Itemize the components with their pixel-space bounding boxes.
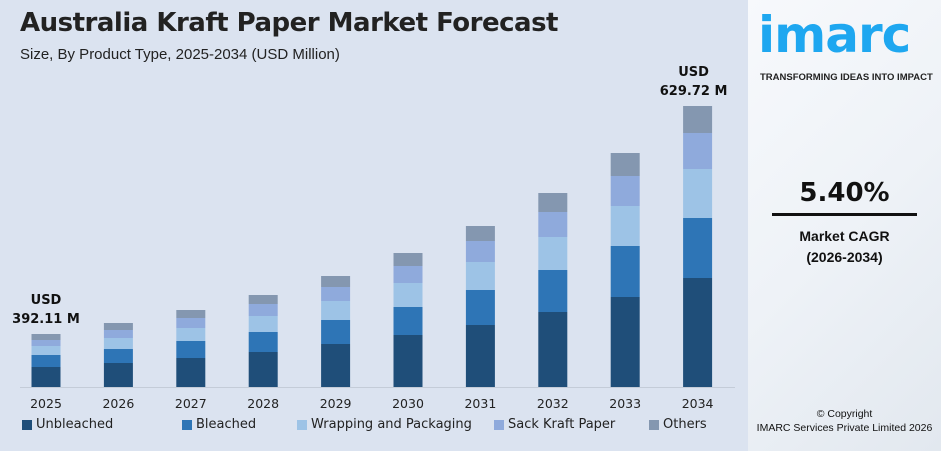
bar-segment-wrapping-and-packaging-2029 — [321, 301, 351, 320]
bar-segment-bleached-2027 — [176, 341, 206, 358]
cagr-value: 5.40% — [799, 178, 890, 208]
bar-segment-unbleached-2029 — [321, 344, 351, 387]
x-tick-label: 2028 — [247, 396, 279, 411]
copyright-text: © Copyright — [816, 408, 873, 420]
bar-segment-others-2028 — [248, 295, 278, 304]
bar-segment-wrapping-and-packaging-2026 — [103, 338, 133, 349]
x-tick-label: 2029 — [320, 396, 352, 411]
legend-item-bleached: Bleached — [182, 417, 297, 432]
legend-swatch — [494, 419, 504, 430]
legend-item-unbleached: Unbleached — [22, 417, 182, 432]
bar-segment-bleached-2025 — [31, 355, 61, 367]
bar-segment-sack-kraft-paper-2031 — [465, 241, 495, 262]
logo-tagline: TRANSFORMING IDEAS INTO IMPACT — [760, 72, 933, 83]
legend-swatch — [22, 419, 32, 430]
bar-segment-bleached-2032 — [538, 270, 568, 312]
bar-segment-unbleached-2034 — [683, 278, 713, 387]
bar-segment-sack-kraft-paper-2028 — [248, 304, 278, 316]
cagr-period: (2026-2034) — [806, 249, 883, 265]
bar-segment-bleached-2029 — [321, 320, 351, 344]
imarc-logo: imarc — [758, 6, 911, 64]
legend-swatch — [297, 419, 307, 430]
bar-segment-wrapping-and-packaging-2025 — [31, 346, 61, 355]
bar-segment-unbleached-2030 — [393, 335, 423, 387]
bar-segment-others-2030 — [393, 253, 423, 266]
bar-segment-sack-kraft-paper-2030 — [393, 266, 423, 283]
copyright: © Copyright IMARC Services Private Limit… — [748, 407, 941, 435]
bar-segment-unbleached-2025 — [31, 367, 61, 387]
total-label-value: 629.72 M — [660, 84, 728, 99]
legend-label: Wrapping and Packaging — [311, 417, 472, 432]
legend-swatch — [182, 419, 192, 430]
legend-label: Bleached — [196, 417, 257, 432]
cagr-label: Market CAGR (2026-2034) — [748, 226, 941, 268]
bar-segment-others-2025 — [31, 334, 61, 340]
bar-segment-unbleached-2028 — [248, 352, 278, 387]
total-label-currency: USD — [31, 293, 62, 308]
legend-label: Unbleached — [36, 417, 114, 432]
x-tick-label: 2027 — [175, 396, 207, 411]
legend: Unbleached Bleached Wrapping and Packaging… — [22, 417, 729, 432]
x-tick-label: 2034 — [682, 396, 714, 411]
company-name: IMARC Services Private Limited 2026 — [756, 422, 933, 434]
bar-segment-unbleached-2033 — [610, 297, 640, 387]
bar-segment-others-2031 — [465, 226, 495, 241]
bar-segment-unbleached-2032 — [538, 312, 568, 387]
stacked-bar-chart: 2025 2026 2027 2028 2029 2030 2031 2032 2033 2034… — [12, 65, 735, 411]
bar-segment-others-2032 — [538, 193, 568, 212]
bar-segment-wrapping-and-packaging-2028 — [248, 316, 278, 332]
bar-segment-sack-kraft-paper-2032 — [538, 212, 568, 237]
legend-label: Sack Kraft Paper — [508, 417, 616, 432]
bar-segment-others-2033 — [610, 153, 640, 176]
x-tick-label: 2032 — [537, 396, 569, 411]
bar-segment-others-2026 — [103, 323, 133, 330]
bar-segment-wrapping-and-packaging-2031 — [465, 262, 495, 290]
bar-segment-bleached-2033 — [610, 246, 640, 297]
bar-segment-sack-kraft-paper-2034 — [683, 133, 713, 169]
chart-title: Australia Kraft Paper Market Forecast — [20, 8, 559, 38]
x-tick-label: 2031 — [464, 396, 496, 411]
bar-segment-sack-kraft-paper-2029 — [321, 287, 351, 301]
bar-segment-sack-kraft-paper-2033 — [610, 176, 640, 206]
bar-segment-bleached-2030 — [393, 307, 423, 335]
bar-segment-wrapping-and-packaging-2032 — [538, 237, 568, 270]
legend-swatch — [649, 419, 659, 430]
bar-segment-unbleached-2031 — [465, 325, 495, 387]
bar-segment-wrapping-and-packaging-2033 — [610, 206, 640, 246]
bar-segment-unbleached-2027 — [176, 358, 206, 387]
info-panel: imarc TRANSFORMING IDEAS INTO IMPACT 5.4… — [748, 0, 941, 451]
x-tick-label: 2025 — [30, 396, 62, 411]
bar-segment-wrapping-and-packaging-2030 — [393, 283, 423, 307]
x-tick-label: 2030 — [392, 396, 424, 411]
bar-segment-bleached-2034 — [683, 218, 713, 278]
bar-segment-wrapping-and-packaging-2027 — [176, 328, 206, 341]
legend-label: Others — [663, 417, 707, 432]
cagr-label-text: Market CAGR — [799, 228, 890, 244]
x-tick-label: 2033 — [609, 396, 641, 411]
bar-segment-sack-kraft-paper-2026 — [103, 330, 133, 338]
bar-segment-others-2034 — [683, 106, 713, 133]
legend-item-sack-kraft-paper: Sack Kraft Paper — [494, 417, 649, 432]
x-tick-label: 2026 — [102, 396, 134, 411]
bar-segment-bleached-2028 — [248, 332, 278, 352]
legend-item-wrapping-and-packaging: Wrapping and Packaging — [297, 417, 494, 432]
bar-segment-unbleached-2026 — [103, 363, 133, 387]
total-label-currency: USD — [678, 65, 709, 80]
chart-subtitle: Size, By Product Type, 2025-2034 (USD Mi… — [20, 46, 340, 63]
bar-segment-others-2027 — [176, 310, 206, 318]
chart-panel: Australia Kraft Paper Market Forecast Si… — [12, 8, 735, 432]
bar-segment-wrapping-and-packaging-2034 — [683, 169, 713, 218]
bar-segment-sack-kraft-paper-2025 — [31, 340, 61, 346]
divider — [772, 213, 917, 216]
legend-item-others: Others — [649, 417, 729, 432]
bar-segment-bleached-2031 — [465, 290, 495, 325]
bar-segment-others-2029 — [321, 276, 351, 287]
total-label-value: 392.11 M — [12, 312, 80, 327]
bar-segment-sack-kraft-paper-2027 — [176, 318, 206, 328]
bar-segment-bleached-2026 — [103, 349, 133, 363]
